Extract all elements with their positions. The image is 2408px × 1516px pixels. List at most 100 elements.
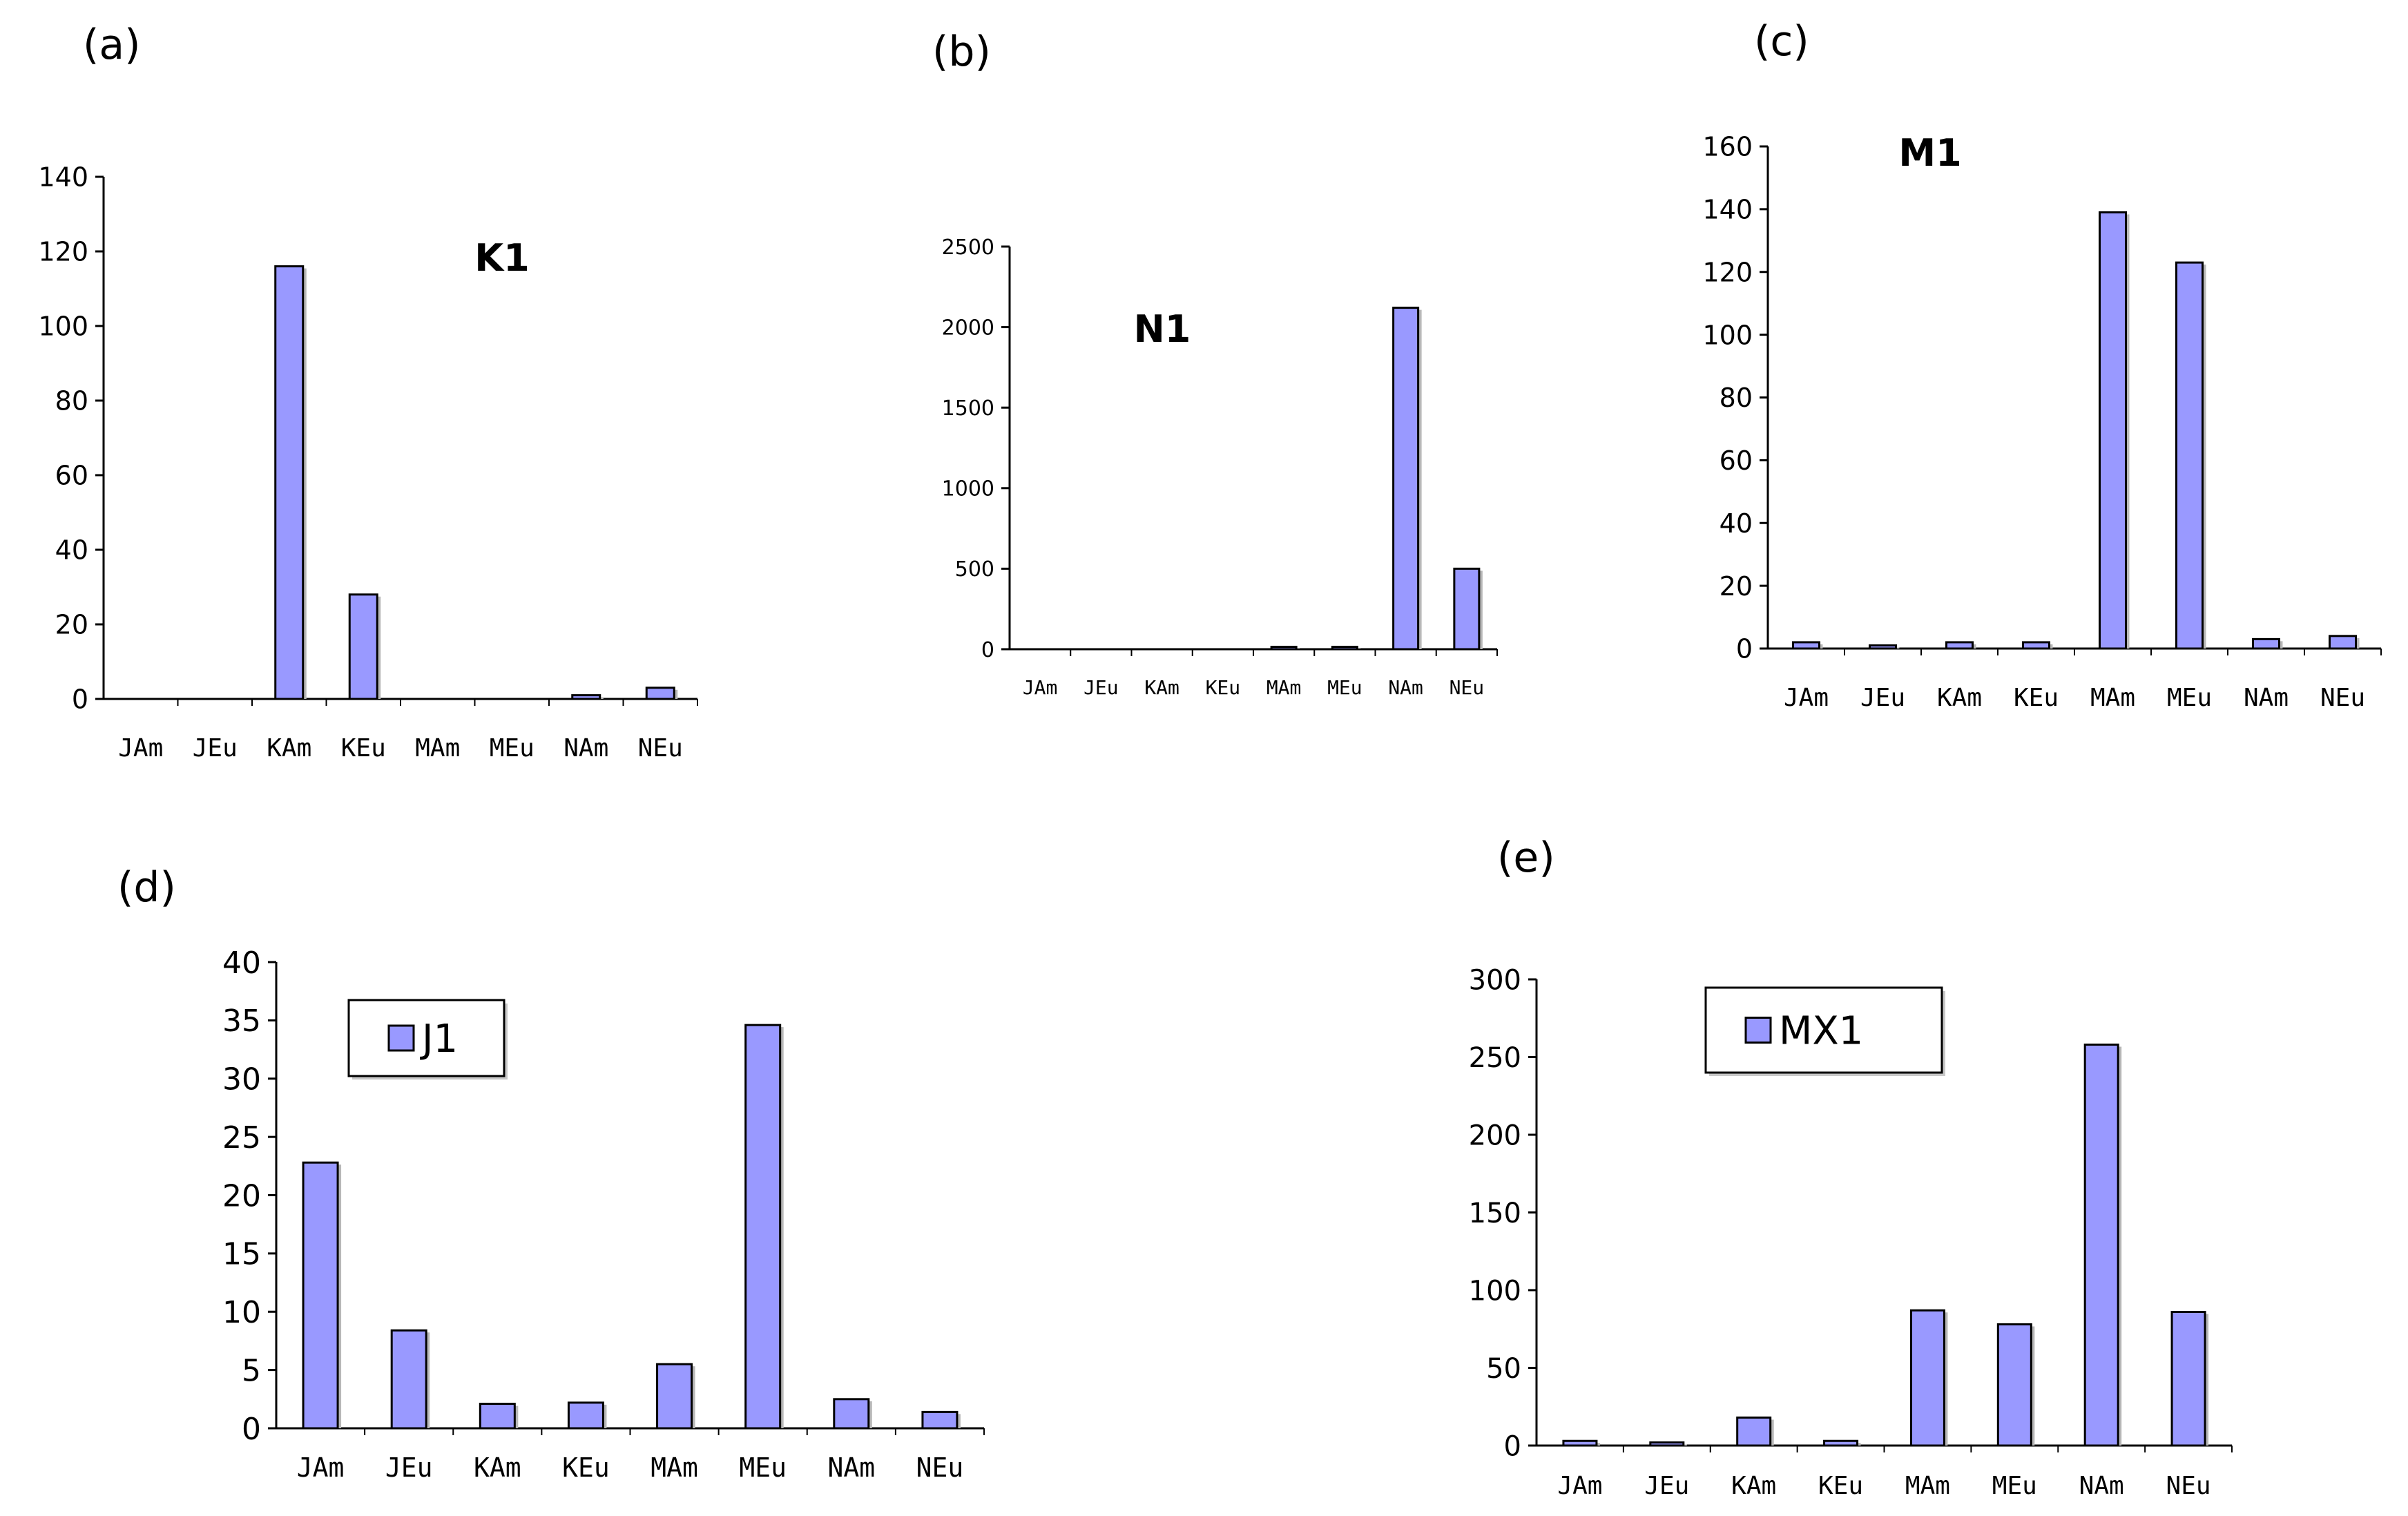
- bar-KAm: [1736, 1417, 1772, 1447]
- x-category-label: JAm: [118, 734, 163, 762]
- bar-JAm: [1792, 641, 1820, 650]
- x-category-label: NEu: [2320, 684, 2365, 712]
- bar-NAm: [2083, 1044, 2119, 1447]
- x-category-label: KEu: [2014, 684, 2059, 712]
- y-tick-label: 80: [55, 386, 88, 416]
- bar-KEu: [348, 593, 378, 700]
- y-tick-label: 140: [38, 162, 88, 193]
- legend-label: J1: [420, 1017, 458, 1062]
- chart-legend: MX1: [1704, 986, 1945, 1076]
- y-tick-label: 140: [1702, 195, 1753, 225]
- y-tick-label: 50: [1486, 1353, 1521, 1385]
- bar-KAm: [274, 265, 305, 700]
- x-category-label: JAm: [1784, 684, 1829, 712]
- x-category-label: NAm: [827, 1452, 875, 1483]
- bar-KEu: [1823, 1439, 1859, 1447]
- x-category-label: JEu: [1860, 684, 1905, 712]
- y-tick-label: 0: [72, 684, 88, 715]
- y-tick-label: 500: [955, 557, 994, 582]
- x-category-label: KEu: [1206, 676, 1241, 699]
- bar-NAm: [571, 694, 601, 700]
- x-category-label: KAm: [474, 1452, 521, 1483]
- x-category-label: JAm: [1023, 676, 1058, 699]
- y-tick-label: 10: [222, 1295, 261, 1330]
- panel-label: (d): [117, 863, 176, 912]
- y-tick-label: 20: [1720, 571, 1753, 602]
- x-category-label: MAm: [2090, 684, 2135, 712]
- legend-swatch: [387, 1024, 415, 1052]
- y-tick-label: 250: [1469, 1042, 1521, 1074]
- y-tick-label: 80: [1720, 383, 1753, 413]
- x-category-label: JAm: [1557, 1472, 1602, 1500]
- y-tick-label: 100: [38, 311, 88, 342]
- chart-panel-c: (c) 0 20 40 60 80 100 120 140 160 JAm JEu KAm KEu MAm M…: [1702, 17, 2382, 712]
- x-category-label: JEu: [193, 734, 238, 762]
- chart-panel-a: (a) 0 20 40 60 80 100 120 140 JAm JEu KAm KEu MAm MEu N…: [38, 21, 698, 762]
- y-tick-label: 100: [1469, 1275, 1521, 1307]
- chart-panel-d: (d) 0 5 10 15 20 25 30 35 40 JAm JEu KAm KEu MAm MEu NAm…: [117, 863, 985, 1483]
- x-category-label: JEu: [1083, 676, 1119, 699]
- x-category-label: JAm: [297, 1452, 345, 1483]
- x-category-label: NAm: [564, 734, 608, 762]
- y-tick-label: 20: [55, 610, 88, 640]
- bar-NAm: [2252, 637, 2280, 650]
- bar-NEu: [2170, 1311, 2206, 1447]
- x-category-label: JEu: [385, 1452, 433, 1483]
- bar-KEu: [567, 1401, 604, 1430]
- bar-MEu: [1996, 1323, 2032, 1447]
- y-tick-label: 30: [222, 1062, 261, 1097]
- y-tick-label: 40: [222, 946, 261, 981]
- bar-NEu: [2329, 635, 2357, 650]
- chart-title: N1: [1134, 307, 1191, 351]
- x-category-label: KEu: [1818, 1472, 1863, 1500]
- y-tick-label: 20: [222, 1178, 261, 1213]
- y-tick-label: 100: [1702, 320, 1753, 350]
- chart-legend: J1: [347, 999, 508, 1080]
- y-tick-label: 1000: [942, 477, 994, 501]
- chart-title: K1: [474, 236, 529, 280]
- y-tick-label: 40: [55, 535, 88, 566]
- x-category-label: KAm: [1937, 684, 1982, 712]
- x-category-label: MAm: [1266, 676, 1302, 699]
- y-tick-label: 25: [222, 1120, 261, 1155]
- bar-MAm: [656, 1363, 693, 1430]
- x-category-label: NEu: [1449, 676, 1485, 699]
- panel-label: (b): [932, 28, 991, 76]
- x-category-label: MEu: [490, 734, 534, 762]
- x-category-label: KAm: [267, 734, 311, 762]
- y-tick-label: 0: [1504, 1430, 1521, 1462]
- y-tick-label: 1500: [942, 396, 994, 421]
- y-tick-label: 60: [1720, 445, 1753, 476]
- y-tick-label: 2500: [942, 236, 994, 260]
- y-tick-label: 5: [242, 1353, 261, 1388]
- y-tick-label: 0: [981, 638, 994, 662]
- y-tick-label: 35: [222, 1004, 261, 1039]
- x-category-label: MAm: [415, 734, 460, 762]
- chart-panel-b: (b) 0 500 1000 1500 2000 2500 JAm JEu KAm KEu MAm ME…: [932, 28, 1498, 699]
- legend-swatch: [1744, 1017, 1772, 1044]
- x-category-label: KEu: [341, 734, 386, 762]
- bar-JAm: [302, 1161, 339, 1430]
- legend-label: MX1: [1779, 1009, 1863, 1054]
- y-tick-label: 120: [38, 237, 88, 267]
- bar-MEu: [1331, 646, 1358, 651]
- bar-NEu: [921, 1410, 959, 1430]
- bar-NAm: [1392, 307, 1420, 651]
- y-tick-label: 160: [1702, 132, 1753, 162]
- y-tick-label: 60: [55, 461, 88, 491]
- bar-JEu: [1869, 644, 1897, 650]
- x-category-label: NAm: [2079, 1472, 2124, 1500]
- x-category-label: MEu: [2167, 684, 2212, 712]
- y-tick-label: 300: [1469, 964, 1521, 996]
- bar-KAm: [1945, 641, 1974, 650]
- y-tick-label: 150: [1469, 1198, 1521, 1229]
- x-category-label: NEu: [2166, 1472, 2211, 1500]
- x-category-label: KEu: [562, 1452, 610, 1483]
- x-category-label: NAm: [1388, 676, 1423, 699]
- bar-JEu: [390, 1329, 427, 1430]
- panel-label: (a): [83, 21, 141, 69]
- bar-MAm: [2099, 211, 2127, 650]
- x-category-label: MEu: [739, 1452, 787, 1483]
- bar-JEu: [1649, 1441, 1685, 1447]
